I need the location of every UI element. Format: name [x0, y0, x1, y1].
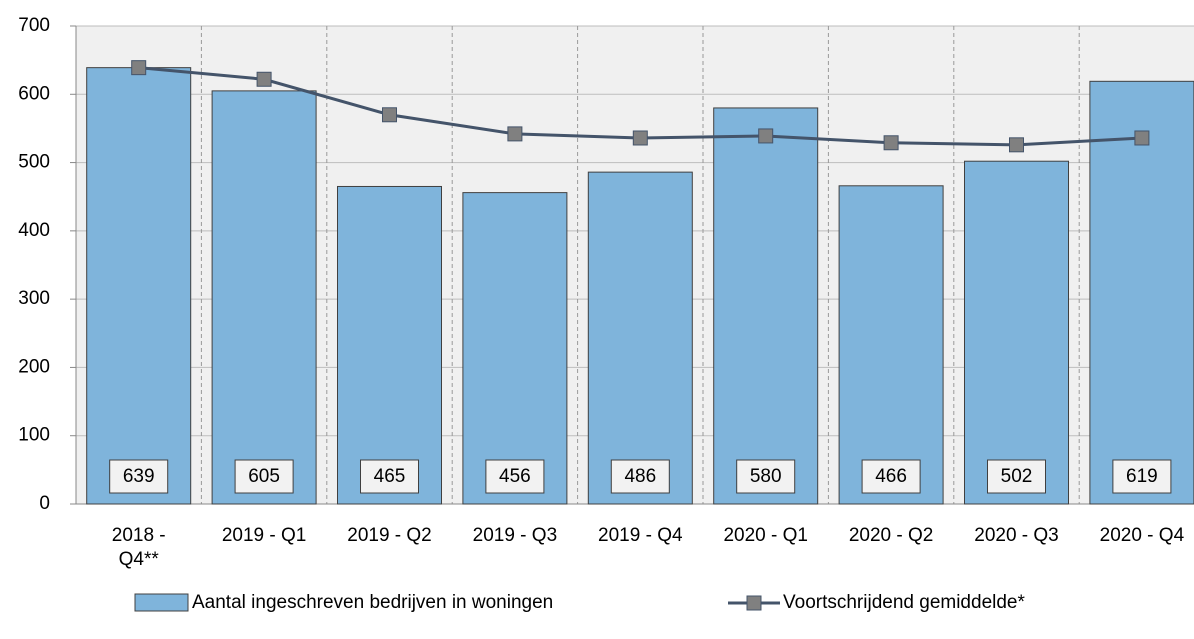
bar	[713, 107, 819, 505]
data-label: 639	[123, 466, 155, 487]
data-label: 456	[499, 466, 531, 487]
x-tick-label: 2019 - Q2	[347, 525, 432, 546]
line-marker	[507, 126, 523, 142]
bar	[587, 171, 693, 505]
x-tick-label: 2019 - Q4	[598, 525, 683, 546]
bar	[86, 67, 192, 505]
line-marker	[382, 107, 397, 123]
bar	[337, 185, 442, 505]
y-tick-label: 300	[18, 288, 50, 309]
legend-label: Aantal ingeschreven bedrijven in woninge…	[192, 592, 553, 613]
y-tick-label: 600	[18, 83, 50, 104]
x-tick-label: 2020 - Q4	[1099, 525, 1185, 546]
data-label: 502	[1001, 466, 1033, 487]
data-label: 580	[750, 466, 782, 487]
data-label-box	[987, 459, 1046, 494]
line-marker	[1009, 137, 1024, 153]
x-tick-label: 2019 - Q3	[472, 525, 558, 546]
data-label-box	[861, 459, 921, 494]
y-tick-label: 700	[18, 15, 50, 36]
line-marker	[883, 135, 899, 151]
y-tick-label: 400	[18, 220, 50, 241]
y-tick-label: 500	[18, 152, 50, 173]
data-label-box	[485, 459, 545, 494]
x-tick-label: 2020 - Q3	[974, 525, 1059, 546]
legend-swatch	[134, 593, 189, 612]
x-tick-label: 2018 - Q4**	[111, 525, 166, 570]
line-marker	[632, 130, 648, 146]
x-tick-label: 2020 - Q1	[723, 525, 808, 546]
bar	[1089, 80, 1194, 505]
bar	[462, 192, 568, 505]
line-marker	[256, 71, 272, 87]
data-label: 605	[248, 466, 280, 487]
data-label-box	[360, 459, 419, 494]
bar	[964, 160, 1069, 505]
data-label-box	[234, 459, 294, 494]
y-tick-label: 200	[18, 356, 50, 377]
bar	[838, 185, 944, 505]
legend-label: Voortschrijdend gemiddelde*	[783, 592, 1025, 613]
y-tick-label: 100	[18, 425, 50, 446]
line-marker	[1134, 130, 1150, 146]
data-label-box	[109, 459, 169, 494]
bar	[211, 90, 317, 505]
line-marker	[131, 60, 147, 76]
x-tick-label: 2019 - Q1	[221, 525, 307, 546]
data-label: 465	[374, 466, 406, 487]
line-marker	[758, 128, 774, 144]
data-label-box	[736, 459, 796, 494]
data-label: 619	[1126, 466, 1158, 487]
data-label-box	[610, 459, 670, 494]
x-tick-label: 2020 - Q2	[848, 525, 934, 546]
data-label-box	[1112, 459, 1172, 494]
legend-marker	[746, 595, 762, 611]
data-label: 486	[624, 466, 656, 487]
y-tick-label: 0	[39, 493, 50, 514]
data-label: 466	[875, 466, 907, 487]
